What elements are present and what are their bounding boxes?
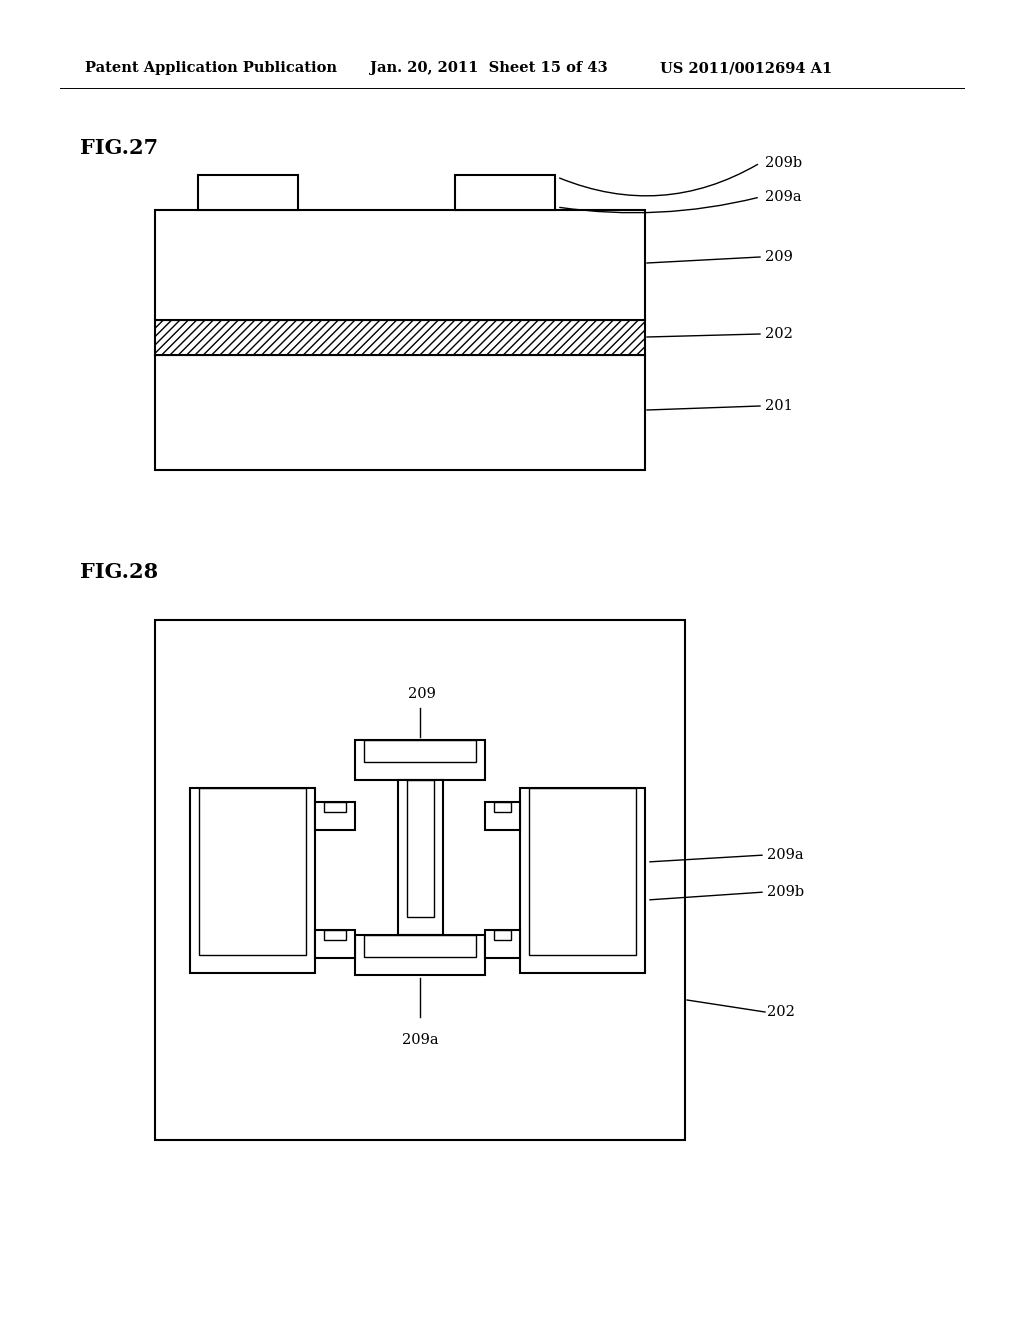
Bar xyxy=(355,741,485,780)
Text: US 2011/0012694 A1: US 2011/0012694 A1 xyxy=(660,61,833,75)
Bar xyxy=(364,741,476,762)
Bar xyxy=(155,319,645,355)
Bar xyxy=(198,176,298,210)
Bar xyxy=(315,931,355,958)
Text: 209b: 209b xyxy=(767,884,804,899)
Bar xyxy=(494,803,511,812)
Text: 209a: 209a xyxy=(765,190,802,205)
Bar xyxy=(324,803,346,812)
Bar xyxy=(355,935,485,975)
Bar xyxy=(485,931,520,958)
Text: 209b: 209b xyxy=(765,156,802,170)
Text: 209: 209 xyxy=(408,686,436,701)
Bar xyxy=(315,803,355,830)
Text: 202: 202 xyxy=(765,327,793,341)
Bar xyxy=(155,319,645,355)
Text: 202: 202 xyxy=(767,1005,795,1019)
Bar xyxy=(155,355,645,470)
Bar xyxy=(455,176,555,210)
Text: FIG.27: FIG.27 xyxy=(80,139,158,158)
Text: 209a: 209a xyxy=(401,1034,438,1047)
Bar xyxy=(529,788,636,954)
Text: 201: 201 xyxy=(765,399,793,413)
Bar xyxy=(155,210,645,319)
Bar xyxy=(485,803,520,830)
Bar xyxy=(520,788,645,973)
Text: FIG.28: FIG.28 xyxy=(80,562,158,582)
Bar xyxy=(199,788,306,954)
Text: 209: 209 xyxy=(765,249,793,264)
Text: Jan. 20, 2011  Sheet 15 of 43: Jan. 20, 2011 Sheet 15 of 43 xyxy=(370,61,607,75)
Text: 209a: 209a xyxy=(767,847,804,862)
Bar xyxy=(324,931,346,940)
Bar xyxy=(190,788,315,973)
Bar xyxy=(407,780,434,917)
Bar xyxy=(155,620,685,1140)
Bar xyxy=(398,780,443,935)
Bar xyxy=(364,935,476,957)
Text: Patent Application Publication: Patent Application Publication xyxy=(85,61,337,75)
Bar xyxy=(494,931,511,940)
